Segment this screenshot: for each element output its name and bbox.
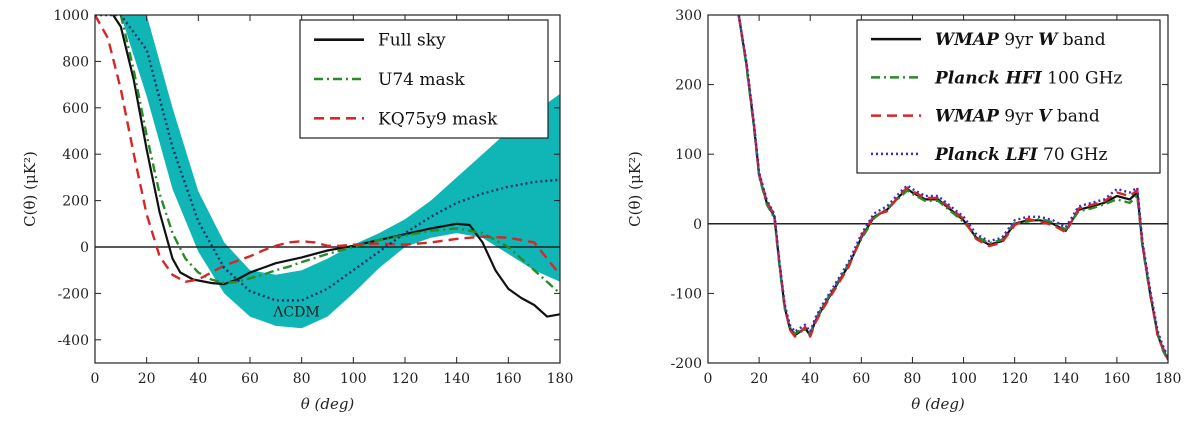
y-axis-label: C(θ) (μK²) bbox=[21, 151, 39, 227]
x-tick-label: 100 bbox=[340, 371, 367, 387]
x-tick-label: 140 bbox=[1052, 371, 1079, 387]
legend-box bbox=[856, 19, 1161, 174]
series-line-2 bbox=[119, 15, 560, 295]
legend-entry: WMAP 9yr V band bbox=[935, 107, 1100, 127]
x-tick-label: 160 bbox=[495, 371, 522, 387]
series-line-4 bbox=[95, 15, 560, 302]
plot-area bbox=[95, 15, 560, 329]
y-tick-label: 300 bbox=[675, 8, 702, 24]
x-tick-label: 0 bbox=[704, 371, 713, 387]
series-line-3 bbox=[95, 15, 560, 283]
y-tick-label: 400 bbox=[62, 147, 89, 163]
lcdm-band bbox=[95, 15, 560, 329]
y-tick-label: 1000 bbox=[53, 8, 89, 24]
y-tick-label: 200 bbox=[62, 194, 89, 210]
x-tick-label: 60 bbox=[241, 371, 259, 387]
legend-entry: Full sky bbox=[378, 31, 446, 51]
x-tick-label: 20 bbox=[138, 371, 156, 387]
x-axis-label: θ (deg) bbox=[911, 395, 965, 413]
y-tick-label: 0 bbox=[80, 240, 89, 256]
x-tick-label: 0 bbox=[91, 371, 100, 387]
series-line-1 bbox=[112, 15, 560, 318]
x-tick-label: 180 bbox=[547, 371, 574, 387]
y-tick-label: -100 bbox=[671, 286, 702, 302]
legend: Full sky U74 mask KQ75y9 mask bbox=[299, 19, 549, 139]
x-tick-label: 100 bbox=[950, 371, 977, 387]
y-tick-label: -200 bbox=[58, 286, 89, 302]
x-tick-label: 80 bbox=[904, 371, 922, 387]
y-tick-label: -400 bbox=[58, 333, 89, 349]
chart-panel-2: 0 20 40 60 80 100 120 140 160 180 -200 -100 0 100 200 3… bbox=[626, 8, 1181, 413]
y-tick-label: 100 bbox=[675, 147, 702, 163]
x-tick-label: 120 bbox=[392, 371, 419, 387]
annotation-label: ΛCDM bbox=[272, 305, 319, 321]
y-tick-label: 600 bbox=[62, 101, 89, 117]
x-tick-label: 140 bbox=[443, 371, 470, 387]
y-tick-label: 0 bbox=[693, 217, 702, 233]
x-tick-label: 40 bbox=[801, 371, 819, 387]
x-tick-label: 40 bbox=[189, 371, 207, 387]
y-axis-label: C(θ) (μK²) bbox=[626, 151, 644, 227]
legend-entry: KQ75y9 mask bbox=[378, 109, 498, 129]
x-tick-label: 180 bbox=[1155, 371, 1182, 387]
x-tick-label: 20 bbox=[750, 371, 768, 387]
x-tick-label: 160 bbox=[1104, 371, 1131, 387]
axes-frame bbox=[94, 14, 561, 364]
y-tick-label: 200 bbox=[675, 78, 702, 94]
axes-frame bbox=[707, 14, 1169, 364]
series-line-3 bbox=[737, 15, 1168, 360]
plot-area bbox=[708, 15, 1168, 361]
legend-entry: U74 mask bbox=[378, 70, 465, 90]
x-tick-label: 60 bbox=[852, 371, 870, 387]
chart-panel-1: 0 20 40 60 80 100 120 140 160 180 -400 -200 0 200 400 6… bbox=[21, 8, 573, 413]
legend-entry: WMAP 9yr W band bbox=[935, 30, 1106, 50]
y-tick-label: 800 bbox=[62, 54, 89, 70]
y-tick-label: -200 bbox=[671, 356, 702, 372]
legend-entry: Planck LFI 70 GHz bbox=[934, 145, 1107, 165]
legend-entry: Planck HFI 100 GHz bbox=[934, 68, 1122, 88]
legend: WMAP 9yr W band Planck HFI 100 GHz WMAP 9y… bbox=[856, 19, 1161, 174]
x-tick-label: 80 bbox=[293, 371, 311, 387]
x-axis-label: θ (deg) bbox=[301, 395, 355, 413]
x-tick-label: 120 bbox=[1001, 371, 1028, 387]
